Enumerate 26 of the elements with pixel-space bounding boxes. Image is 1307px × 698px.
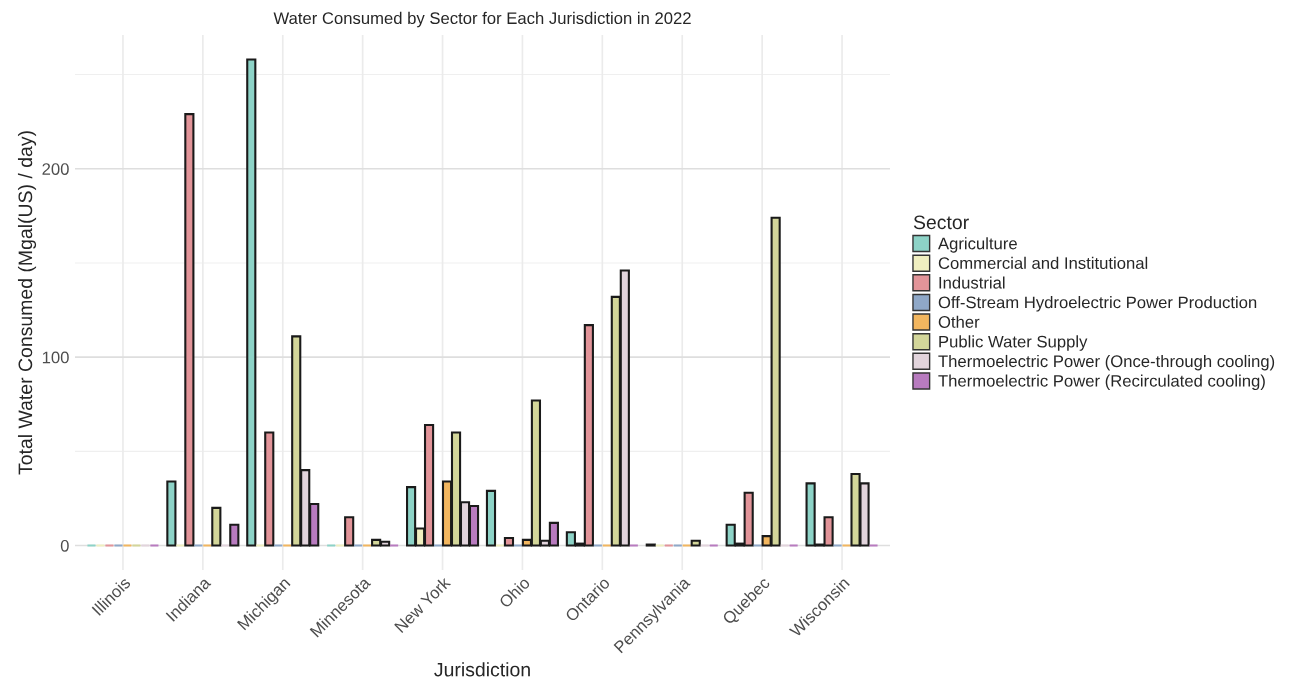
bar — [485, 489, 497, 547]
legend-label: Thermoelectric Power (Recirculated cooling) — [938, 374, 1265, 391]
bar — [246, 58, 257, 547]
bar — [503, 536, 515, 547]
bar — [690, 539, 701, 547]
bar — [166, 480, 177, 547]
legend-title: Sector — [913, 215, 969, 230]
bar — [264, 431, 275, 547]
y-tick-label: 200 — [42, 163, 69, 175]
bar — [211, 506, 222, 547]
chart-title: Water Consumed by Sector for Each Jurisdiction in 2022 — [273, 11, 691, 28]
bar — [344, 516, 355, 547]
bar — [184, 113, 195, 547]
x-tick-label: Ohio — [498, 576, 531, 609]
legend-label: Thermoelectric Power (Once-through cooling) — [938, 354, 1275, 371]
x-axis-title: Jurisdiction — [434, 662, 530, 677]
y-axis-title: Total Water Consumed (Mgal(US) / day) — [17, 131, 37, 475]
bar — [229, 523, 240, 547]
legend-label: Public Water Supply — [939, 335, 1088, 351]
legend-label: Other — [938, 315, 980, 328]
legend-label: Off-Stream Hydroelectric Power Production — [938, 296, 1257, 312]
y-tick-label: 100 — [42, 351, 69, 364]
y-tick-label: 0 — [60, 539, 69, 552]
legend-label: Commercial and Institutional — [938, 256, 1148, 270]
legend-label: Agriculture — [938, 237, 1017, 253]
legend-label: Industrial — [939, 276, 1005, 289]
